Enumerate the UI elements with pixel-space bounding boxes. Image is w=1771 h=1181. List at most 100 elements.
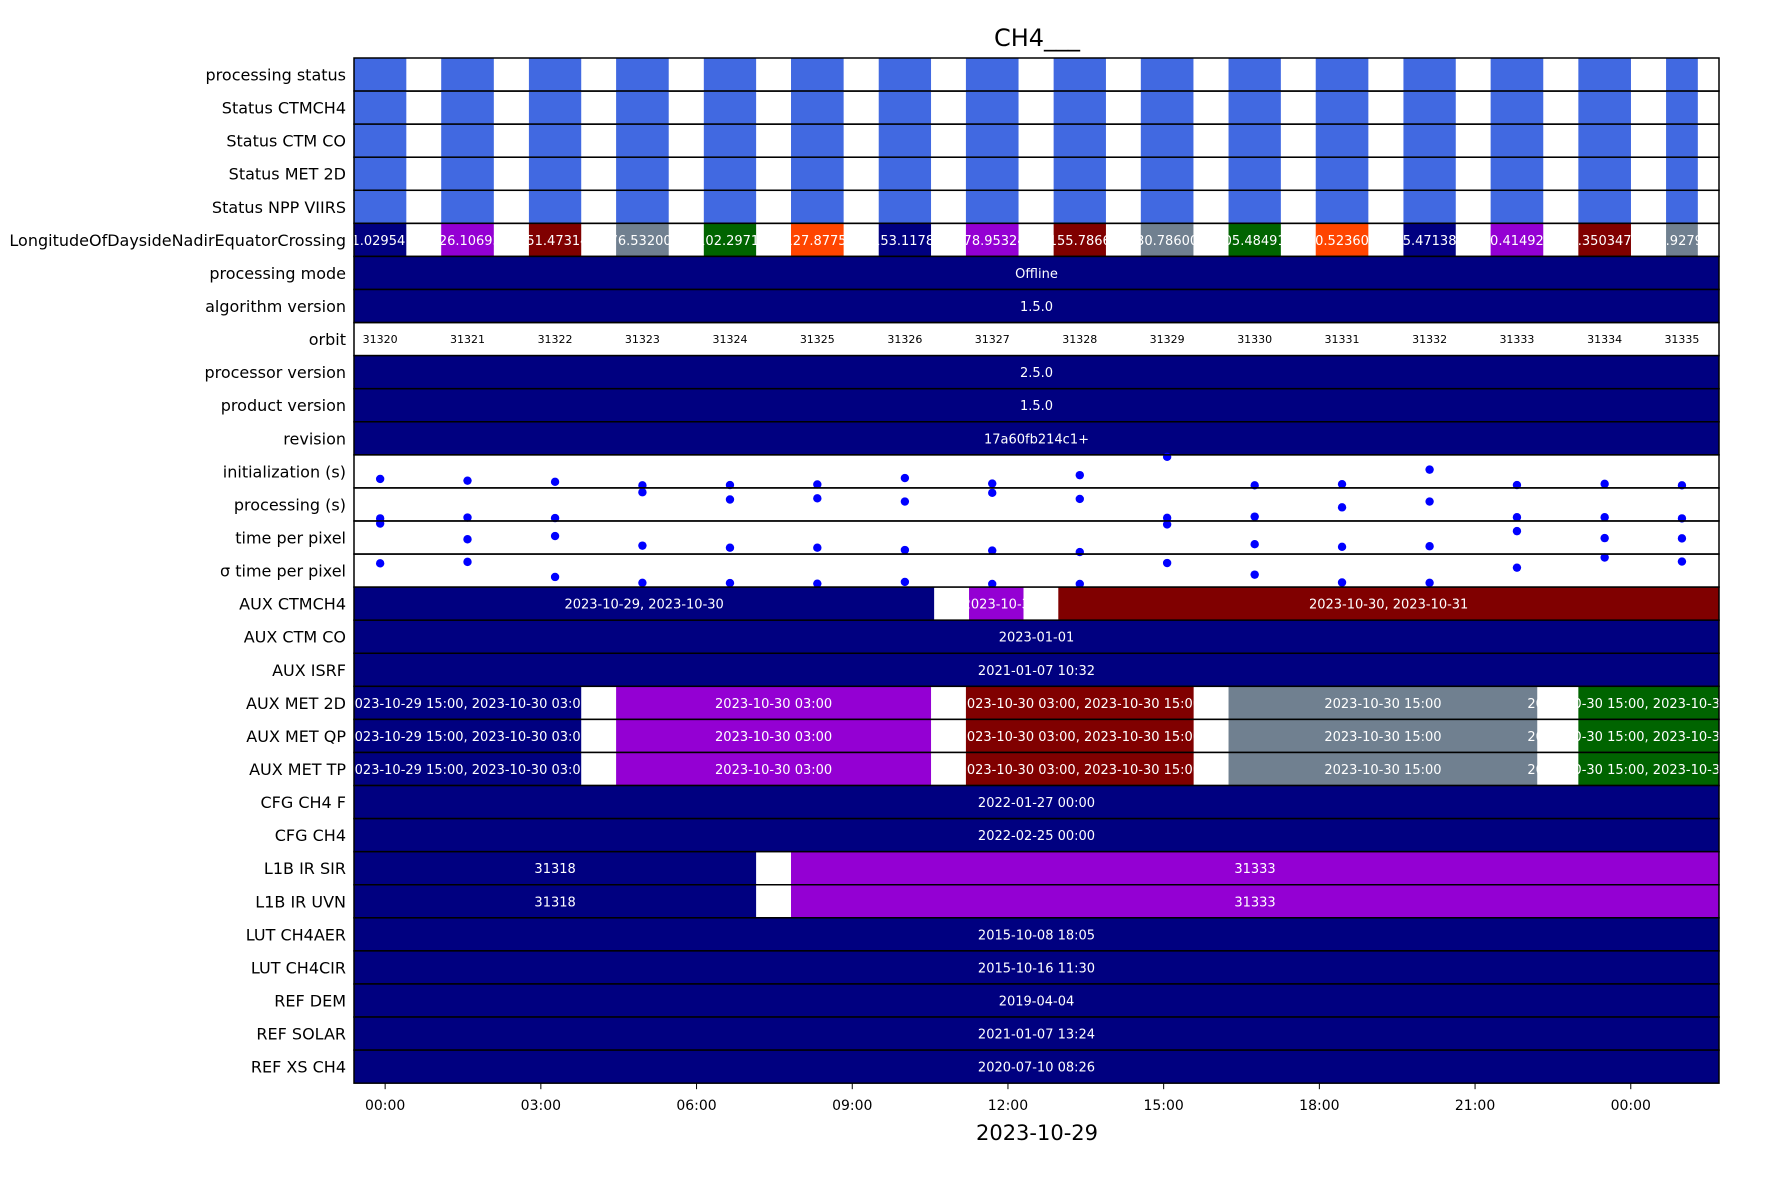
row-label: initialization (s): [223, 462, 346, 481]
orbit-block: [528, 157, 582, 191]
row-label: LUT CH4AER: [246, 925, 346, 944]
row-time-per-pixel: time per pixel: [235, 519, 1720, 557]
orbit-block: [878, 157, 932, 191]
orbit-block: [528, 190, 582, 224]
value-segment: [756, 851, 792, 885]
data-point: [1162, 520, 1172, 529]
longitude-value: -127.87750: [780, 234, 855, 249]
row-content: 2023-10-29 15:00, 2023-10-30 03:00 2023-1…: [354, 752, 1719, 786]
x-axis-label: 2023-10-29: [976, 1121, 1098, 1145]
orbit-block: [616, 58, 669, 92]
row-content: 2023-01-01: [354, 620, 1719, 654]
data-point: [1250, 570, 1259, 579]
segment-label: 2023-10-30 15:00: [1324, 730, 1441, 745]
orbit-block: [441, 91, 494, 125]
row-content: [354, 157, 1698, 191]
value-bar: [354, 653, 1719, 687]
value-label: 1.5.0: [1020, 300, 1053, 315]
value-segment: [616, 686, 932, 720]
row-content: 2021-01-07 10:32: [354, 653, 1719, 687]
value-bar: [354, 950, 1719, 984]
data-point: [463, 513, 472, 522]
row-product-version: 1.5.0 product version: [221, 387, 1720, 423]
orbit-block: [354, 124, 407, 158]
value-label: 2021-01-07 10:32: [978, 664, 1095, 679]
orbit-block: [1315, 157, 1369, 191]
data-point: [725, 480, 735, 490]
data-point: [463, 476, 472, 485]
value-bar: [354, 983, 1719, 1018]
orbit-block: [1315, 190, 1369, 224]
row-label: Status NPP VIIRS: [212, 198, 346, 217]
orbit-number: 31330: [1237, 333, 1272, 346]
orbit-block: [616, 124, 669, 158]
value-segment: [354, 686, 582, 720]
value-bar: [354, 785, 1719, 819]
row-content: 2023-10-29 15:00, 2023-10-30 03:00 2023-1…: [346, 719, 1719, 753]
data-point: [900, 545, 910, 555]
value-label: 2019-04-04: [999, 994, 1075, 1009]
orbit-block: [1490, 91, 1544, 125]
segment-label: 2023-10-30, 2023-10-31: [1309, 598, 1468, 613]
row-label: time per pixel: [235, 529, 346, 548]
longitude-value: -26.10693: [434, 234, 501, 249]
orbit-block: [703, 91, 757, 125]
row-label: AUX MET TP: [249, 760, 346, 779]
orbit-number: 31334: [1587, 333, 1622, 346]
value-segment: [1578, 686, 1719, 720]
data-point: [900, 473, 910, 483]
data-point: [550, 513, 560, 523]
orbit-number: 31332: [1412, 333, 1447, 346]
row-label: processing status: [206, 66, 346, 85]
row-aux-ctm-co: 2023-01-01 AUX CTM CO: [244, 619, 1720, 655]
orbit-block: [1666, 190, 1698, 224]
x-tick-label: 21:00: [1455, 1098, 1495, 1114]
orbit-block: [1053, 124, 1106, 158]
data-point: [1250, 540, 1259, 549]
orbit-block: [1578, 124, 1631, 158]
value-bar: [354, 620, 1719, 654]
data-point: [1337, 542, 1347, 552]
orbit-block: [616, 91, 669, 125]
orbit-block: [878, 223, 932, 257]
data-point: [638, 578, 647, 587]
row-processing-mode: Offline processing mode: [209, 255, 1720, 291]
longitude-value: -153.11782: [867, 234, 942, 249]
value-bar: [354, 256, 1719, 290]
value-segment: [1058, 587, 1719, 621]
orbit-block: [791, 58, 844, 92]
value-bar: [354, 421, 1719, 455]
orbit-block: [1403, 223, 1456, 257]
data-point: [1337, 503, 1347, 512]
orbit-block: [528, 223, 582, 257]
orbit-block: [791, 157, 844, 191]
value-segment: [1193, 719, 1229, 753]
data-point: [900, 497, 910, 506]
value-segment: [1228, 719, 1538, 753]
data-point: [1337, 578, 1347, 587]
longitude-value: 105.484912: [1215, 234, 1294, 249]
value-segment: [616, 752, 932, 786]
row-content: 2015-10-08 18:05: [354, 917, 1719, 951]
orbit-block: [1490, 124, 1544, 158]
orbit-block: [791, 91, 844, 125]
segment-label: 2023-10-30 03:00, 2023-10-30 15:00: [959, 763, 1202, 778]
value-segment: [354, 851, 757, 885]
row-content: 2023-10-29 15:00, 2023-10-30 03:00 2023-1…: [354, 686, 1719, 720]
row-ref-dem: 2019-04-04 REF DEM: [274, 983, 1720, 1018]
row-aux-met-tp: 2023-10-29 15:00, 2023-10-30 03:00 2023-1…: [249, 751, 1720, 787]
segment-label: 2023-10-29 15:00, 2023-10-30 03:00: [346, 730, 589, 745]
orbit-number: 31333: [1499, 333, 1534, 346]
row-label: REF SOLAR: [256, 1025, 346, 1044]
orbit-block: [1666, 124, 1698, 158]
row-content: -1.029541 -26.10693 -51.47314 -76.532000 -10…: [354, 223, 1719, 257]
orbit-block: [1578, 223, 1631, 257]
orbit-block: [1578, 157, 1631, 191]
orbit-block: [441, 58, 494, 92]
value-segment: [581, 752, 617, 786]
x-tick-label: 03:00: [521, 1098, 561, 1114]
orbit-block: [354, 190, 407, 224]
longitude-value: 130.786005: [1128, 234, 1207, 249]
orbit-block: [1403, 124, 1456, 158]
